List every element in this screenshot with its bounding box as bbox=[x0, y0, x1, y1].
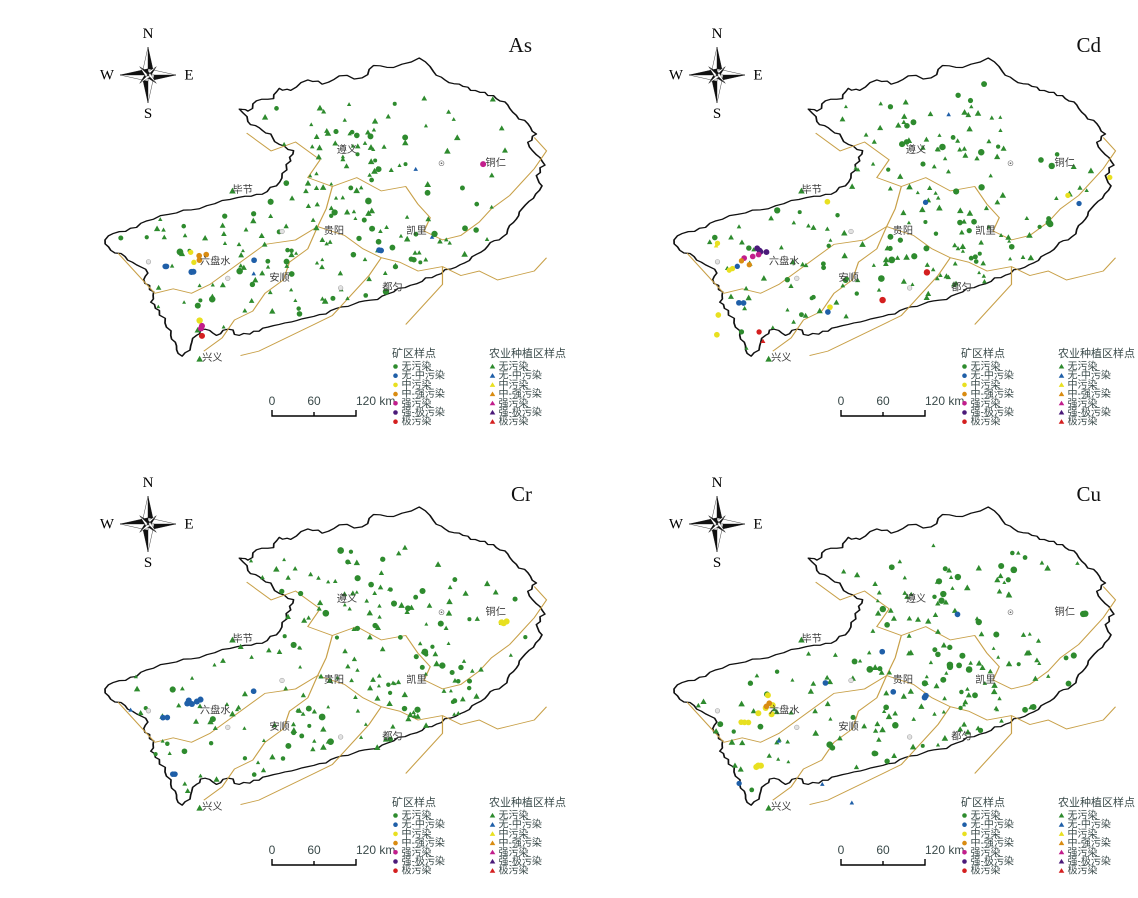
svg-text:铜仁: 铜仁 bbox=[486, 157, 506, 169]
svg-text:120 km: 120 km bbox=[356, 394, 395, 408]
svg-text:极污染: 极污染 bbox=[971, 864, 1001, 877]
svg-text:S: S bbox=[713, 555, 721, 571]
svg-text:极污染: 极污染 bbox=[1068, 864, 1098, 877]
svg-text:农业种植区样点: 农业种植区样点 bbox=[489, 346, 566, 360]
svg-text:120 km: 120 km bbox=[925, 394, 964, 408]
svg-text:0: 0 bbox=[838, 843, 845, 857]
svg-text:矿区样点: 矿区样点 bbox=[961, 346, 1005, 360]
svg-text:凯里: 凯里 bbox=[975, 224, 995, 237]
svg-text:铜仁: 铜仁 bbox=[1055, 157, 1075, 169]
svg-text:兴义: 兴义 bbox=[771, 352, 791, 364]
svg-text:Cu: Cu bbox=[1076, 482, 1101, 506]
svg-text:极污染: 极污染 bbox=[971, 415, 1001, 428]
svg-text:六盘水: 六盘水 bbox=[200, 254, 231, 267]
svg-text:凯里: 凯里 bbox=[406, 673, 426, 686]
svg-text:W: W bbox=[100, 517, 115, 533]
svg-text:毕节: 毕节 bbox=[232, 632, 252, 645]
svg-text:Cd: Cd bbox=[1076, 33, 1101, 57]
svg-text:贵阳: 贵阳 bbox=[893, 224, 913, 237]
svg-text:60: 60 bbox=[307, 843, 321, 857]
svg-text:60: 60 bbox=[307, 394, 321, 408]
svg-text:E: E bbox=[184, 517, 193, 533]
svg-text:120 km: 120 km bbox=[925, 843, 964, 857]
svg-text:极污染: 极污染 bbox=[402, 415, 432, 428]
svg-text:60: 60 bbox=[876, 843, 890, 857]
svg-text:矿区样点: 矿区样点 bbox=[961, 795, 1005, 809]
svg-text:兴义: 兴义 bbox=[771, 801, 791, 813]
svg-text:农业种植区样点: 农业种植区样点 bbox=[489, 795, 566, 809]
svg-text:凯里: 凯里 bbox=[975, 673, 995, 686]
svg-text:0: 0 bbox=[838, 394, 845, 408]
svg-text:极污染: 极污染 bbox=[1068, 415, 1098, 428]
svg-text:E: E bbox=[184, 68, 193, 84]
svg-text:贵阳: 贵阳 bbox=[893, 673, 913, 686]
svg-text:兴义: 兴义 bbox=[202, 801, 222, 813]
svg-text:W: W bbox=[669, 68, 684, 84]
svg-text:N: N bbox=[712, 26, 723, 42]
svg-text:毕节: 毕节 bbox=[232, 183, 252, 196]
svg-text:E: E bbox=[753, 68, 762, 84]
svg-text:农业种植区样点: 农业种植区样点 bbox=[1058, 346, 1135, 360]
svg-text:毕节: 毕节 bbox=[801, 632, 821, 645]
svg-text:矿区样点: 矿区样点 bbox=[392, 346, 436, 360]
svg-text:六盘水: 六盘水 bbox=[769, 703, 800, 716]
svg-text:120 km: 120 km bbox=[356, 843, 395, 857]
svg-text:都匀: 都匀 bbox=[951, 282, 971, 294]
svg-text:兴义: 兴义 bbox=[202, 352, 222, 364]
svg-text:农业种植区样点: 农业种植区样点 bbox=[1058, 795, 1135, 809]
svg-text:矿区样点: 矿区样点 bbox=[392, 795, 436, 809]
svg-text:都匀: 都匀 bbox=[382, 282, 402, 294]
svg-text:S: S bbox=[144, 106, 152, 122]
svg-text:遵义: 遵义 bbox=[906, 143, 926, 156]
svg-text:极污染: 极污染 bbox=[402, 864, 432, 877]
svg-text:安顺: 安顺 bbox=[838, 720, 858, 733]
svg-text:贵阳: 贵阳 bbox=[324, 224, 344, 237]
svg-text:六盘水: 六盘水 bbox=[200, 703, 231, 716]
svg-text:S: S bbox=[144, 555, 152, 571]
svg-text:极污染: 极污染 bbox=[499, 415, 529, 428]
svg-text:极污染: 极污染 bbox=[499, 864, 529, 877]
svg-text:贵阳: 贵阳 bbox=[324, 673, 344, 686]
svg-text:铜仁: 铜仁 bbox=[1055, 606, 1075, 618]
svg-text:As: As bbox=[509, 33, 532, 57]
svg-text:E: E bbox=[753, 517, 762, 533]
svg-text:铜仁: 铜仁 bbox=[486, 606, 506, 618]
svg-text:安顺: 安顺 bbox=[838, 271, 858, 284]
svg-text:凯里: 凯里 bbox=[406, 224, 426, 237]
svg-text:毕节: 毕节 bbox=[801, 183, 821, 196]
svg-text:S: S bbox=[713, 106, 721, 122]
svg-text:安顺: 安顺 bbox=[269, 271, 289, 284]
svg-text:都匀: 都匀 bbox=[382, 731, 402, 743]
svg-text:N: N bbox=[143, 26, 154, 42]
svg-text:60: 60 bbox=[876, 394, 890, 408]
svg-text:Cr: Cr bbox=[511, 482, 532, 506]
svg-text:遵义: 遵义 bbox=[906, 592, 926, 605]
svg-text:六盘水: 六盘水 bbox=[769, 254, 800, 267]
svg-text:N: N bbox=[143, 475, 154, 491]
svg-text:都匀: 都匀 bbox=[951, 731, 971, 743]
svg-text:遵义: 遵义 bbox=[337, 143, 357, 156]
svg-text:安顺: 安顺 bbox=[269, 720, 289, 733]
svg-text:W: W bbox=[100, 68, 115, 84]
svg-text:0: 0 bbox=[269, 394, 276, 408]
svg-text:遵义: 遵义 bbox=[337, 592, 357, 605]
svg-text:0: 0 bbox=[269, 843, 276, 857]
svg-text:W: W bbox=[669, 517, 684, 533]
svg-text:N: N bbox=[712, 475, 723, 491]
